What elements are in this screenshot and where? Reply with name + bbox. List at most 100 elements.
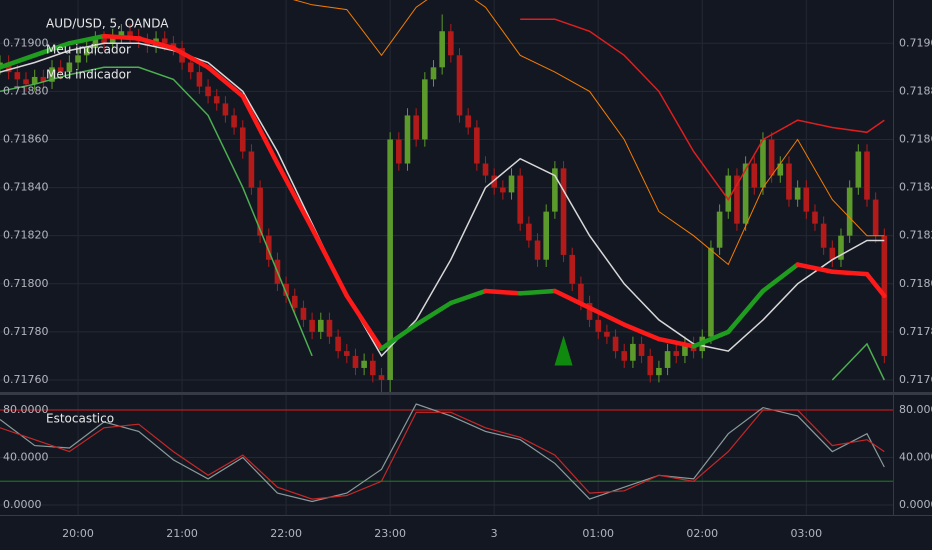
indicator-line xyxy=(520,18,885,201)
indicator-label: Meu indicador xyxy=(46,43,131,57)
candle-body xyxy=(378,375,385,380)
candle-body xyxy=(361,360,367,368)
candle-body xyxy=(430,67,437,80)
stochastic-title: Estocastico xyxy=(46,412,114,426)
moving-average-segment xyxy=(101,33,141,41)
x-tick-label: 22:00 xyxy=(270,527,302,540)
candle-body xyxy=(335,336,341,352)
y-tick-label: 80.0000 xyxy=(3,403,49,416)
candle-body xyxy=(300,307,307,320)
moving-average-segment xyxy=(344,293,384,351)
stochastic-pane xyxy=(0,395,893,515)
candle-body xyxy=(222,103,229,116)
indicator-line xyxy=(292,0,885,266)
candle-body xyxy=(161,38,168,44)
moving-average-segment xyxy=(413,300,454,327)
candle-body xyxy=(552,168,558,212)
y-tick-label: 40.0000 xyxy=(899,450,932,463)
moving-average-segment xyxy=(171,45,211,70)
axes: 0.71760 0.71760 0.71780 0.71780 0.71800 0.718… xyxy=(3,36,932,540)
x-tick-label: 01:00 xyxy=(582,527,614,540)
y-tick-label: 0.71800 xyxy=(3,277,49,290)
y-tick-label: 0.71780 xyxy=(899,325,932,338)
candle-body xyxy=(248,151,255,188)
y-tick-label: 0.0000 xyxy=(3,498,42,511)
candle-body xyxy=(422,79,428,140)
moving-average-segment xyxy=(32,41,72,58)
candle-body xyxy=(682,343,688,356)
y-tick-label: 0.71820 xyxy=(3,229,49,242)
moving-average-segment xyxy=(309,226,350,299)
candle-body xyxy=(465,115,471,128)
candle-body xyxy=(664,351,671,368)
moving-average-segment xyxy=(67,33,107,46)
signal-arrow xyxy=(554,335,573,366)
candle-body xyxy=(820,223,827,248)
candle-body xyxy=(101,38,107,44)
candle-body xyxy=(777,163,784,176)
price-pane xyxy=(0,0,893,392)
indicator-line xyxy=(0,42,885,358)
candle-body xyxy=(40,76,47,82)
candle-body xyxy=(491,175,497,188)
candle-body xyxy=(92,38,99,49)
candle-body xyxy=(543,211,550,260)
candle-body xyxy=(604,331,610,337)
x-tick-label: 03:00 xyxy=(790,527,822,540)
candle-body xyxy=(49,67,55,82)
y-tick-label: 40.0000 xyxy=(3,450,49,463)
candle-body xyxy=(396,139,402,164)
candle-body xyxy=(786,163,792,200)
y-tick-label: 0.71880 xyxy=(899,84,932,97)
chart-title: AUD/USD, 5, OANDA xyxy=(46,17,169,31)
y-tick-label: 0.71880 xyxy=(3,84,49,97)
x-tick-label: 20:00 xyxy=(62,527,94,540)
candle-body xyxy=(768,139,775,176)
moving-average-segment xyxy=(621,322,662,342)
candle-body xyxy=(500,187,506,193)
candle-body xyxy=(31,76,38,85)
candle-body xyxy=(526,223,532,241)
moving-average-segment xyxy=(830,269,870,277)
y-tick-label: 0.71760 xyxy=(3,373,49,386)
candle-body xyxy=(317,319,324,332)
candle-body xyxy=(127,31,133,37)
candle-body xyxy=(265,235,272,260)
y-tick-label: 80.0000 xyxy=(899,403,932,416)
candle-body xyxy=(474,127,480,164)
candle-body xyxy=(66,62,73,73)
candle-body xyxy=(75,55,81,63)
candle-body xyxy=(5,62,12,73)
candle-body xyxy=(352,355,359,368)
candle-body xyxy=(309,319,315,332)
candle-body xyxy=(404,115,411,164)
candle-body xyxy=(708,247,714,337)
moving-average-segment xyxy=(587,305,627,327)
candle-body xyxy=(239,127,246,152)
candle-body xyxy=(803,187,810,212)
y-tick-label: 0.71820 xyxy=(899,229,932,242)
candle-body xyxy=(638,343,645,356)
candle-body xyxy=(170,43,177,49)
moving-average-segment xyxy=(726,288,766,335)
moving-average-segment xyxy=(760,262,800,294)
candle-body xyxy=(326,319,333,337)
candle-body xyxy=(612,336,619,352)
moving-average-segment xyxy=(240,93,280,166)
y-tick-label: 0.71860 xyxy=(3,132,49,145)
candle-body xyxy=(760,139,766,188)
moving-average-segment xyxy=(136,36,176,51)
candle-body xyxy=(751,163,758,188)
candle-body xyxy=(57,67,64,73)
candle-body xyxy=(517,175,523,224)
y-tick-label: 0.71900 xyxy=(3,36,49,49)
candle-body xyxy=(716,211,723,248)
candle-body xyxy=(370,360,376,376)
candle-body xyxy=(647,355,654,376)
candle-body xyxy=(595,319,602,332)
candle-body xyxy=(794,187,801,200)
indicator-line xyxy=(0,66,885,381)
candle-body xyxy=(144,40,151,46)
